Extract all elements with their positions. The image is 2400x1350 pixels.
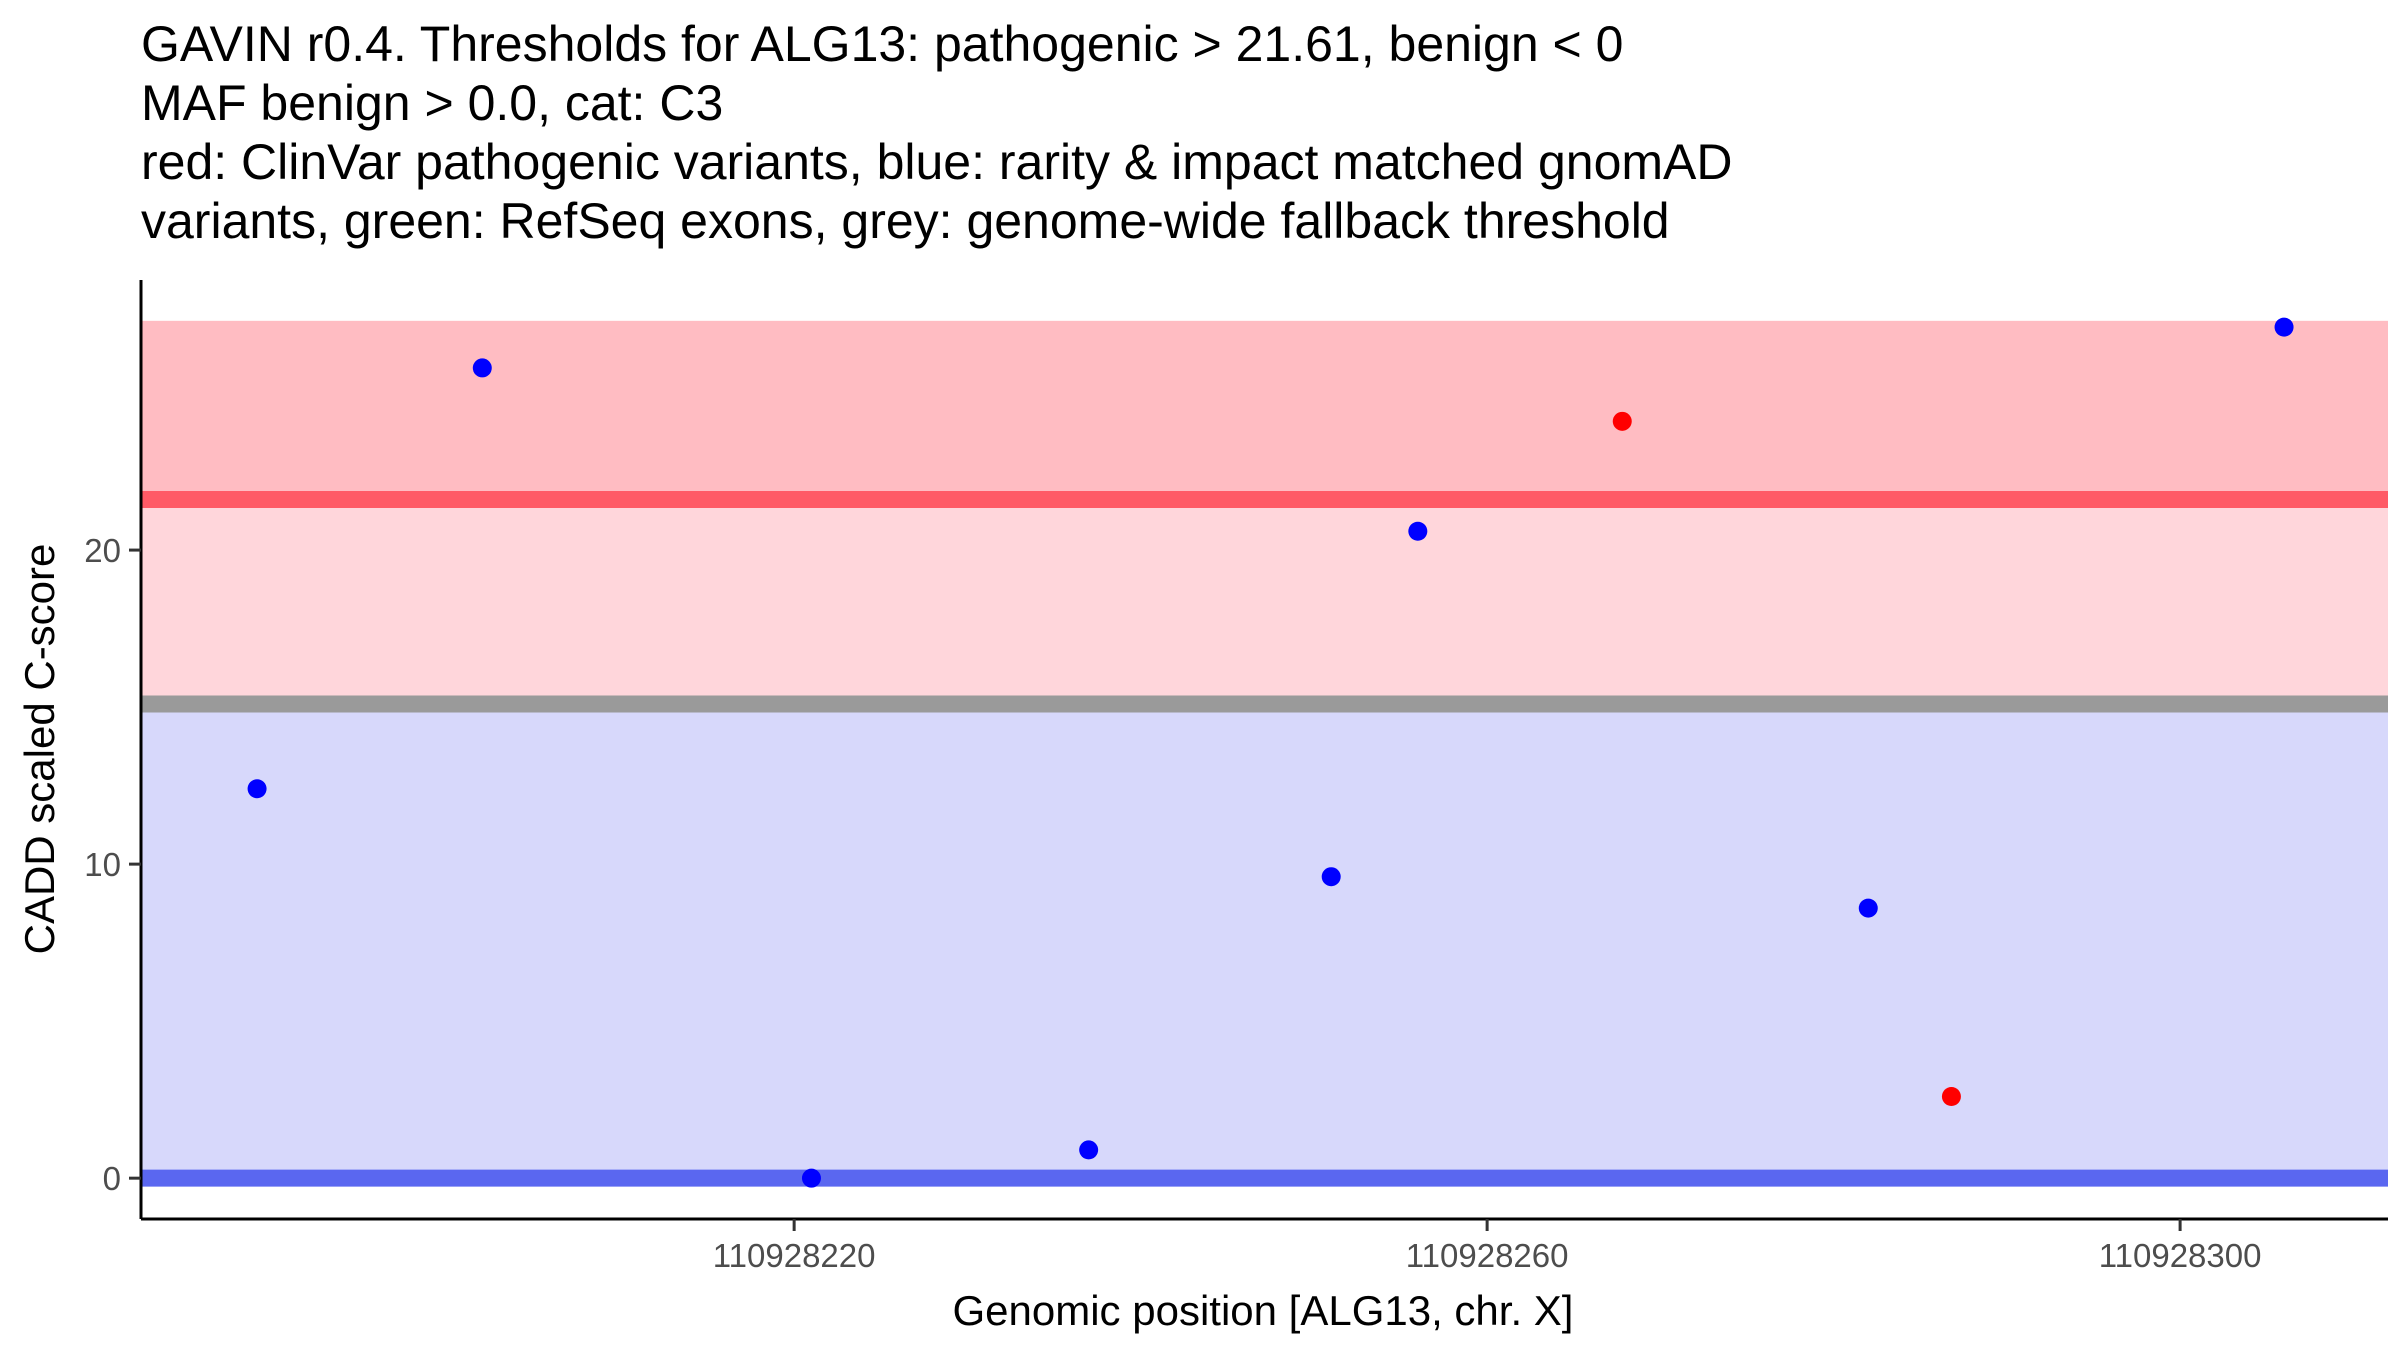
- y-tick-label-20: 20: [84, 532, 121, 569]
- data-point-gnomad-3: [801, 1168, 821, 1188]
- data-points: [247, 317, 2294, 1188]
- y-tick-label-10: 10: [84, 846, 121, 883]
- chart-title: GAVIN r0.4. Thresholds for ALG13: pathog…: [141, 16, 1732, 249]
- data-point-gnomad-2: [472, 358, 492, 378]
- data-point-pathogenic-1: [1612, 411, 1632, 431]
- y-axis-title: CADD scaled C-score: [16, 544, 63, 955]
- title-line-2: MAF benign > 0.0, cat: C3: [141, 75, 723, 131]
- data-point-gnomad-8: [2274, 317, 2294, 337]
- title-line-3: red: ClinVar pathogenic variants, blue: …: [141, 134, 1732, 190]
- data-point-gnomad-4: [1079, 1140, 1099, 1160]
- title-line-1: GAVIN r0.4. Thresholds for ALG13: pathog…: [141, 16, 1623, 72]
- data-point-gnomad-7: [1858, 898, 1878, 918]
- threshold-lines: [141, 491, 2388, 1187]
- data-point-gnomad-6: [1408, 521, 1428, 541]
- x-tick-label-110928300: 110928300: [2099, 1237, 2262, 1274]
- pathogenic-band: [141, 499, 2388, 701]
- x-tick-label-110928220: 110928220: [713, 1237, 876, 1274]
- pathogenic-band-strong: [141, 320, 2388, 500]
- y-tick-label-0: 0: [103, 1160, 121, 1197]
- axes: 0 10 20 110928220 110928260 110928300: [84, 280, 2388, 1274]
- x-tick-label-110928260: 110928260: [1406, 1237, 1569, 1274]
- threshold-bands: [141, 320, 2388, 1179]
- x-axis-title: Genomic position [ALG13, chr. X]: [953, 1287, 1574, 1334]
- benign-band: [141, 700, 2388, 1179]
- data-point-gnomad-1: [247, 779, 267, 799]
- title-line-4: variants, green: RefSeq exons, grey: gen…: [141, 193, 1670, 249]
- data-point-pathogenic-2: [1941, 1087, 1961, 1107]
- data-point-gnomad-5: [1321, 867, 1341, 887]
